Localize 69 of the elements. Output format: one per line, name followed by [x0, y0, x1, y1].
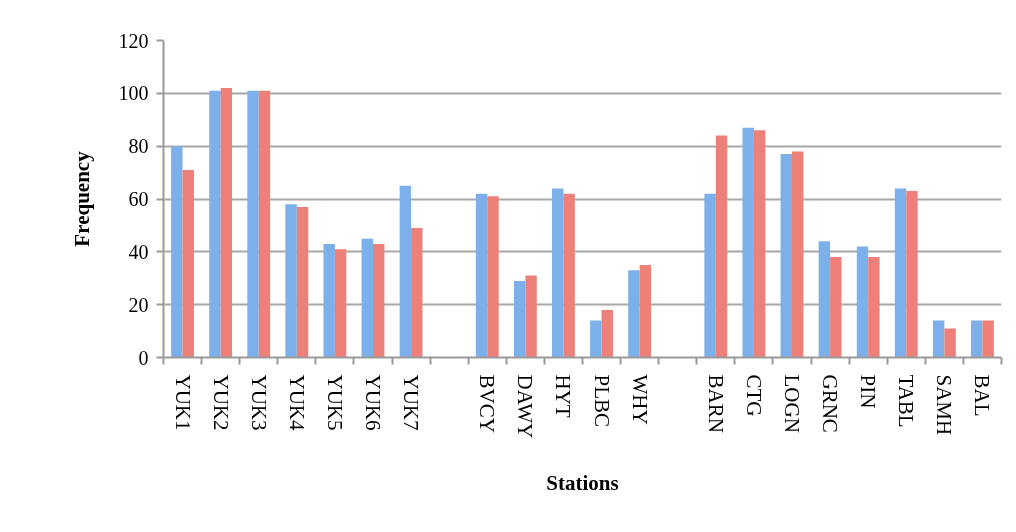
x-tick-label: CTG	[741, 374, 766, 417]
y-tick-label: 120	[118, 29, 149, 52]
bar	[323, 243, 335, 358]
x-tick-label: YUK4	[284, 374, 309, 431]
bar	[552, 188, 564, 358]
bar	[258, 90, 271, 358]
x-tick-label: GRNC	[818, 374, 843, 433]
bar	[296, 206, 309, 358]
bar	[780, 154, 792, 358]
x-tick-label: PIN	[856, 374, 881, 409]
x-tick-label: DAWY	[513, 374, 538, 439]
x-tick-label: TABL	[894, 374, 919, 428]
bar	[715, 135, 728, 358]
bar	[906, 191, 918, 358]
bar	[209, 90, 221, 358]
bar	[247, 90, 259, 358]
bar	[361, 238, 373, 358]
y-axis-title: Frequency	[69, 150, 94, 247]
bar	[182, 169, 194, 358]
bar	[171, 146, 183, 358]
y-tick-label: 60	[128, 188, 149, 210]
y-tick-label: 20	[128, 293, 149, 316]
x-tick-label: YUK1	[170, 374, 195, 431]
bar	[971, 320, 983, 358]
bar	[830, 257, 842, 358]
bar	[639, 265, 652, 358]
bar	[894, 188, 907, 358]
x-tick-label: BAL	[970, 374, 995, 417]
bar	[628, 270, 640, 358]
bar	[220, 88, 233, 358]
bar	[704, 193, 716, 358]
x-tick-label: YUK5	[322, 374, 347, 431]
bar	[399, 185, 412, 358]
bar	[373, 243, 385, 358]
bar	[982, 320, 994, 358]
x-tick-label: BVCY	[475, 374, 500, 433]
x-tick-label: YUK7	[399, 374, 424, 431]
y-tick-label: 80	[128, 135, 149, 158]
bar	[411, 228, 423, 358]
bar	[792, 151, 804, 358]
bar	[944, 328, 956, 358]
x-tick-label: LOGN	[780, 374, 804, 433]
bar	[285, 204, 297, 358]
bar	[742, 127, 754, 358]
x-tick-label: PLBC	[589, 374, 614, 428]
x-tick-label: YUK3	[246, 374, 271, 431]
bar	[818, 241, 831, 358]
bar	[563, 193, 575, 358]
bar	[868, 257, 880, 358]
y-tick-label: 0	[138, 346, 149, 369]
y-tick-label: 40	[128, 240, 149, 263]
bar	[753, 130, 766, 358]
x-tick-label: WHY	[627, 374, 652, 425]
x-tick-label: HYT	[551, 374, 576, 418]
x-tick-label: YUK6	[361, 374, 385, 431]
bar	[513, 280, 526, 358]
bar	[525, 275, 537, 358]
bar	[590, 320, 602, 358]
x-tick-label: YUK2	[208, 374, 233, 431]
bar	[932, 320, 945, 358]
bar	[475, 193, 488, 358]
y-tick-label: 100	[118, 82, 149, 105]
bar	[487, 196, 499, 358]
x-tick-label: BARN	[703, 374, 728, 433]
x-tick-label: SAMH	[932, 374, 957, 436]
bar	[601, 309, 613, 358]
x-axis-title: Stations	[546, 471, 619, 496]
bar	[856, 246, 869, 358]
bar	[334, 249, 347, 358]
